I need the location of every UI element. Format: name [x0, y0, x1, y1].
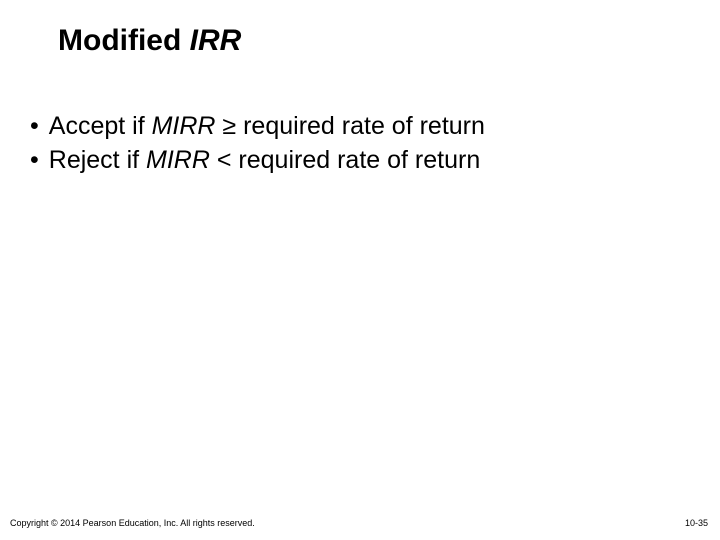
bullet-text: Accept if MIRR ≥ required rate of return — [49, 110, 485, 144]
bullet-suffix: required rate of return — [238, 146, 480, 174]
bullet-text: Reject if MIRR < required rate of return — [49, 144, 480, 178]
slide-title: Modified IRR — [58, 24, 241, 58]
bullet-op: < — [210, 146, 239, 174]
bullet-icon: • — [30, 144, 39, 178]
bullet-mirr: MIRR — [152, 112, 216, 140]
bullet-list: • Accept if MIRR ≥ required rate of retu… — [30, 110, 690, 178]
bullet-prefix: Accept if — [49, 112, 152, 140]
title-text-italic: IRR — [190, 24, 242, 57]
list-item: • Reject if MIRR < required rate of retu… — [30, 144, 690, 178]
bullet-op: ≥ — [215, 112, 243, 140]
copyright-text: Copyright © 2014 Pearson Education, Inc.… — [10, 518, 255, 528]
list-item: • Accept if MIRR ≥ required rate of retu… — [30, 110, 690, 144]
page-number: 10-35 — [685, 518, 708, 528]
bullet-icon: • — [30, 110, 39, 144]
title-text-plain: Modified — [58, 24, 190, 57]
bullet-mirr: MIRR — [146, 146, 210, 174]
slide: Modified IRR • Accept if MIRR ≥ required… — [0, 0, 720, 540]
bullet-suffix: required rate of return — [243, 112, 485, 140]
bullet-prefix: Reject if — [49, 146, 146, 174]
